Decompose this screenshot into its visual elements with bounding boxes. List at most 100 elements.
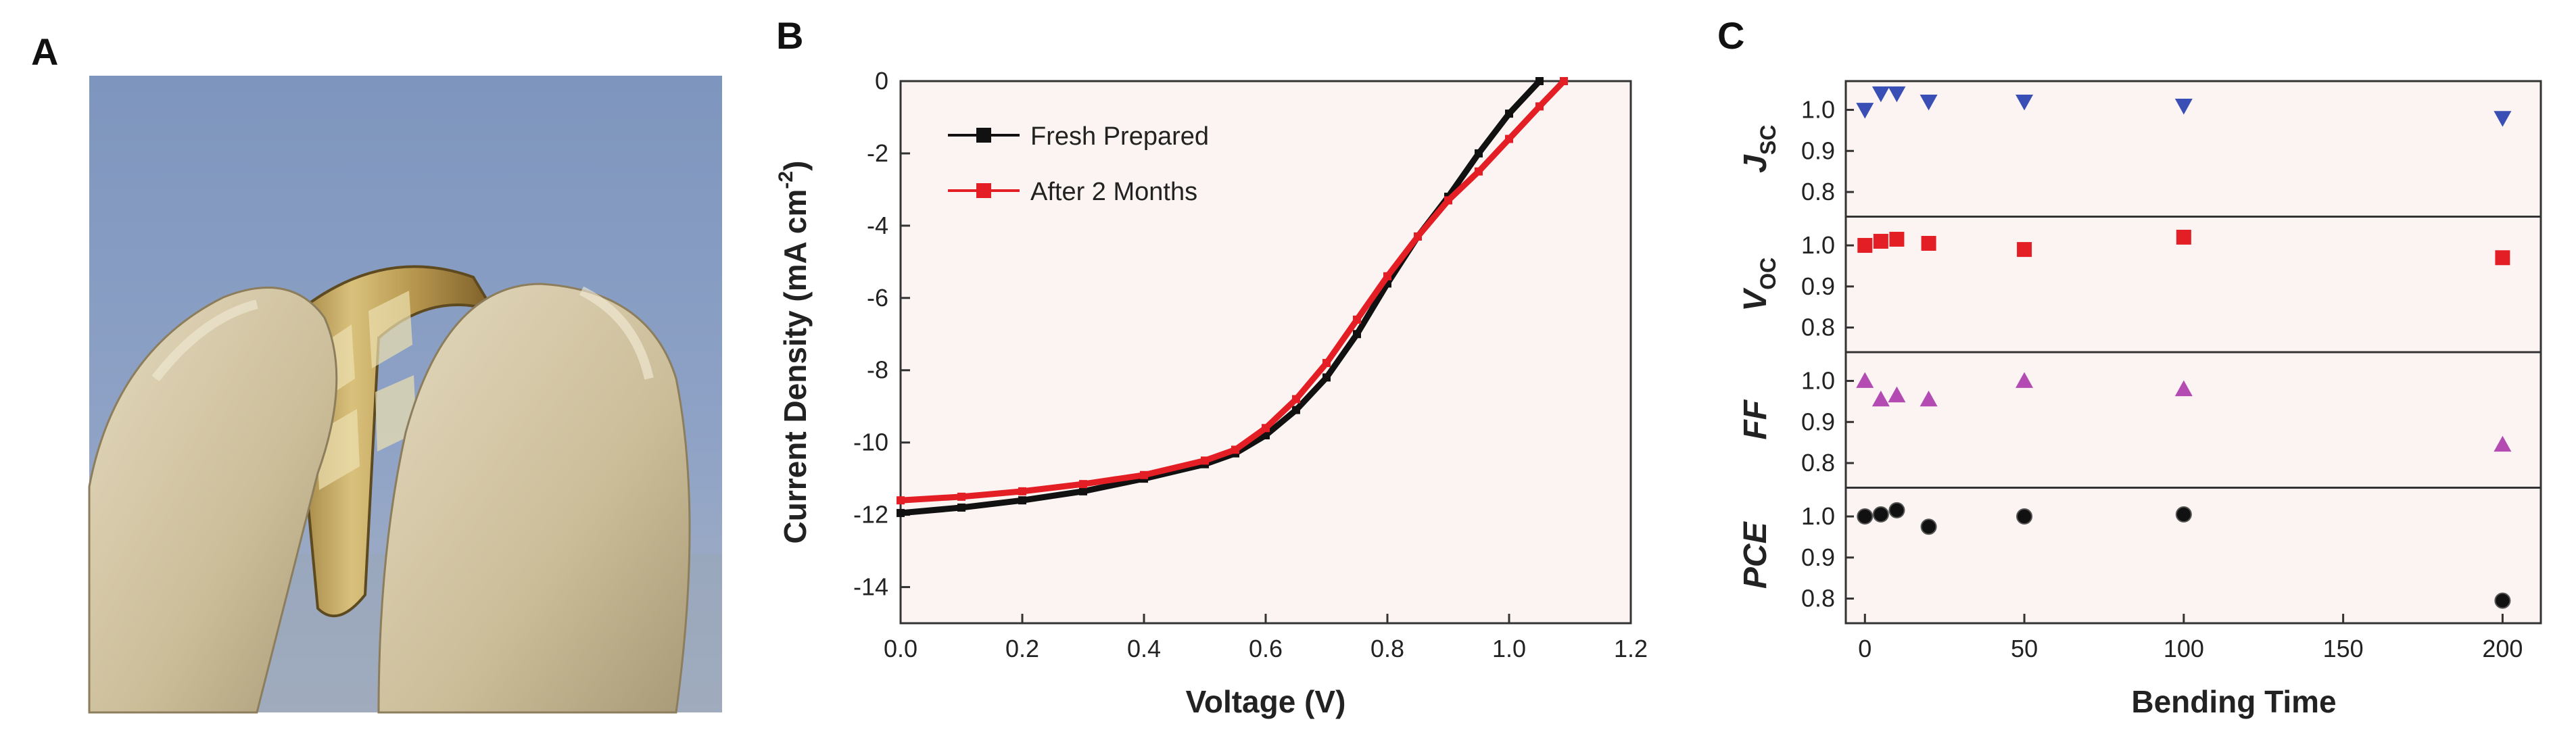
bending-point-ff bbox=[1871, 390, 1890, 407]
legend-label-aged: After 2 Months bbox=[1030, 178, 1197, 206]
legend-marker-aged bbox=[976, 183, 991, 198]
bending-point-v bbox=[1857, 238, 1873, 253]
jv-x-axis: 0.0 0.2 0.4 0.6 0.8 1.0 1.2 bbox=[884, 614, 1648, 662]
bending-point-pce bbox=[2016, 508, 2033, 525]
bending-y-tick-label: 0.8 bbox=[1801, 449, 1835, 477]
jv-y-axis-label: Current Density (mA cm-2) bbox=[775, 161, 813, 544]
jv-point-fresh bbox=[1018, 496, 1026, 505]
panel-a-label: A bbox=[31, 30, 58, 73]
bending-point-j bbox=[1919, 94, 1938, 111]
jv-x-axis-label: Voltage (V) bbox=[1186, 684, 1346, 719]
jv-y-label-main: Current Density (mA cm bbox=[778, 189, 813, 544]
jv-y-tick-label: -4 bbox=[867, 212, 888, 239]
panel-b-label: B bbox=[776, 14, 803, 57]
bending-point-ff bbox=[1888, 386, 1906, 403]
bending-y-tick-label: 0.8 bbox=[1801, 585, 1835, 612]
bending-point-v bbox=[1921, 235, 1936, 251]
jv-point-aged bbox=[1353, 315, 1361, 324]
bending-y-tick-label: 0.8 bbox=[1801, 314, 1835, 341]
jv-point-aged bbox=[1231, 445, 1239, 454]
panel-b: B 0.0 0.2 0.4 0.6 0.8 1.0 1.2 0 -2 -4 -6 -8 -10 -12 -… bbox=[775, 14, 1648, 719]
jv-point-aged bbox=[897, 496, 905, 505]
bending-point-ff bbox=[2494, 435, 2512, 452]
bending-row-j: 0.8 0.9 1.0 JSC bbox=[1738, 80, 2542, 218]
bending-row-pce: 0.8 0.9 1.0 PCE bbox=[1738, 487, 2542, 625]
jv-x-tick-label: 1.0 bbox=[1492, 635, 1526, 662]
jv-point-aged bbox=[1475, 167, 1483, 176]
bending-x-axis-label: Bending Time bbox=[2131, 684, 2336, 719]
bending-row-label-ff: FF bbox=[1738, 399, 1773, 439]
bending-x-tick-label: 100 bbox=[2164, 635, 2204, 662]
bending-row-label-j: JSC bbox=[1738, 125, 1780, 173]
jv-point-aged bbox=[1322, 359, 1331, 368]
jv-y-tick-label: -8 bbox=[867, 356, 888, 384]
jv-point-fresh bbox=[1079, 487, 1087, 495]
bending-point-ff bbox=[1856, 372, 1874, 388]
flexible-device-photo bbox=[88, 76, 722, 714]
bending-stack: 0.80.91.0JSC0.80.91.0VOC0.80.91.0FF0.80.… bbox=[1738, 80, 2542, 625]
bending-point-j bbox=[1888, 86, 1906, 103]
bending-point-ff bbox=[1919, 390, 1938, 407]
bending-x-tick-label: 50 bbox=[2011, 635, 2038, 662]
jv-point-aged bbox=[957, 492, 965, 501]
jv-x-tick-label: 1.2 bbox=[1614, 635, 1648, 662]
jv-point-aged bbox=[1262, 424, 1270, 433]
bending-point-j bbox=[1871, 86, 1890, 103]
jv-point-aged bbox=[1079, 480, 1087, 489]
jv-point-aged bbox=[1383, 272, 1391, 281]
bending-y-tick-label: 1.0 bbox=[1801, 231, 1835, 259]
bending-point-ff bbox=[2016, 372, 2034, 388]
jv-x-tick-label: 0.0 bbox=[884, 635, 917, 662]
jv-curve-aged bbox=[897, 78, 1567, 504]
bending-point-ff bbox=[2174, 380, 2193, 397]
bending-point-v bbox=[1889, 231, 1905, 247]
jv-legend: Fresh Prepared After 2 Months bbox=[948, 122, 1209, 206]
jv-point-aged bbox=[1414, 232, 1422, 241]
bending-point-pce bbox=[1872, 506, 1889, 523]
bending-point-v bbox=[1873, 233, 1888, 249]
bending-point-v bbox=[2495, 250, 2510, 266]
bending-y-tick-label: 0.8 bbox=[1801, 178, 1835, 205]
jv-point-aged bbox=[1535, 102, 1544, 111]
jv-point-fresh bbox=[1475, 149, 1483, 157]
bending-row-ff: 0.8 0.9 1.0 FF bbox=[1738, 351, 2542, 489]
bending-row-frame bbox=[1844, 351, 2542, 489]
bending-point-pce bbox=[1857, 508, 1874, 525]
bending-row-frame bbox=[1844, 487, 2542, 625]
bending-point-pce bbox=[2175, 506, 2192, 523]
bending-row-label-text: VOC bbox=[1738, 258, 1780, 312]
jv-point-fresh bbox=[1535, 77, 1544, 85]
legend-entry-aged: After 2 Months bbox=[948, 178, 1197, 206]
jv-point-fresh bbox=[897, 508, 905, 517]
legend-label-fresh: Fresh Prepared bbox=[1030, 122, 1209, 151]
bending-y-tick-label: 0.9 bbox=[1801, 543, 1835, 571]
bending-y-tick-label: 1.0 bbox=[1801, 367, 1835, 395]
bending-y-tick-label: 0.9 bbox=[1801, 272, 1835, 300]
jv-y-tick-label: -10 bbox=[853, 429, 888, 456]
bending-x-tick-label: 200 bbox=[2482, 635, 2523, 662]
jv-point-aged bbox=[1201, 456, 1209, 465]
bending-point-j bbox=[1856, 103, 1874, 119]
jv-y-tick-label: -6 bbox=[867, 284, 888, 312]
jv-point-fresh bbox=[1353, 330, 1361, 339]
jv-y-tick-label: 0 bbox=[875, 67, 888, 95]
bending-row-label-text: PCE bbox=[1738, 520, 1773, 589]
jv-point-fresh bbox=[1322, 373, 1331, 382]
legend-marker-fresh bbox=[976, 128, 991, 143]
bending-row-label-v: VOC bbox=[1738, 258, 1780, 312]
jv-x-tick-label: 0.6 bbox=[1249, 635, 1283, 662]
jv-curves bbox=[897, 77, 1568, 517]
jv-point-aged bbox=[1505, 135, 1513, 143]
bending-x-tick-label: 0 bbox=[1858, 635, 1871, 662]
jv-y-tick-label: -12 bbox=[853, 501, 888, 529]
panel-a: A bbox=[31, 30, 722, 714]
bending-row-label-pce: PCE bbox=[1738, 520, 1773, 589]
bending-row-frame bbox=[1844, 80, 2542, 218]
jv-plot-area bbox=[899, 80, 1632, 625]
svg-text:Current Density (mA cm-2): Current Density (mA cm-2) bbox=[775, 161, 813, 544]
bending-y-tick-label: 0.9 bbox=[1801, 408, 1835, 435]
jv-point-fresh bbox=[957, 503, 965, 512]
bending-point-j bbox=[2494, 111, 2512, 127]
jv-x-tick-label: 0.2 bbox=[1005, 635, 1039, 662]
jv-y-tick-label: -14 bbox=[853, 573, 888, 601]
